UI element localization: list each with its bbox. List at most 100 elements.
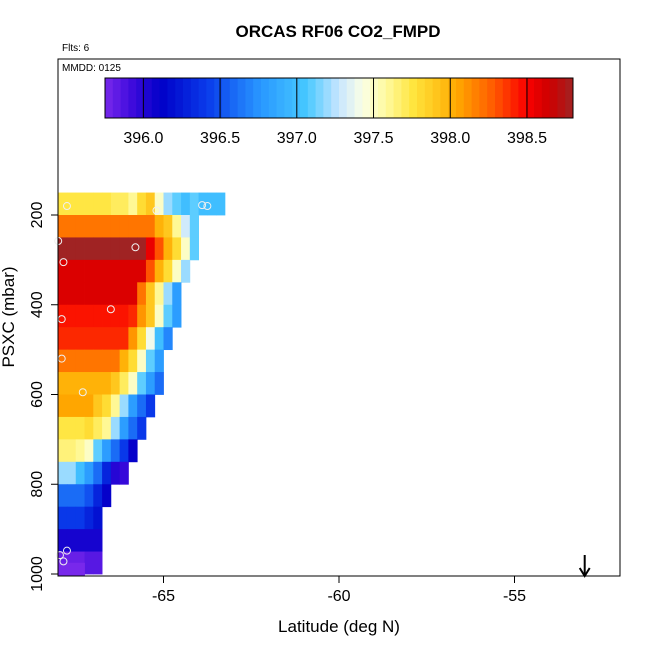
heatmap-cell	[172, 259, 182, 283]
colorbar-segment	[276, 78, 285, 118]
observation-point	[131, 243, 140, 252]
heatmap-cell	[75, 562, 85, 577]
colorbar-tick-label: 397.5	[353, 130, 393, 147]
heatmap-cell	[110, 237, 121, 261]
heatmap-cell	[93, 304, 103, 328]
colorbar-segment	[315, 78, 324, 118]
heatmap-cell	[84, 529, 94, 552]
heatmap-cell	[181, 237, 191, 261]
colorbar-segment	[214, 78, 223, 118]
heatmap-cell	[110, 192, 121, 216]
heatmap-cell	[102, 237, 112, 261]
heatmap-cell	[145, 192, 156, 216]
heatmap-cell	[119, 237, 129, 261]
heatmap-cell	[102, 192, 112, 216]
heatmap-cell	[145, 304, 156, 328]
heatmap-cell	[154, 192, 164, 216]
heatmap-cell	[145, 394, 156, 418]
heatmap-cell	[58, 237, 68, 261]
heatmap-cell	[75, 282, 85, 306]
heatmap-cell	[93, 192, 103, 216]
heatmap-cell	[172, 304, 182, 328]
heatmap-cell	[75, 439, 85, 463]
heatmap-cell	[102, 259, 112, 283]
heatmap-cell	[102, 282, 112, 306]
observation-point	[62, 202, 71, 211]
heatmap-cell	[163, 282, 173, 306]
heatmap-cell	[84, 215, 94, 238]
y-axis-label: PSXC (mbar)	[0, 266, 18, 367]
heatmap-cell	[172, 215, 182, 238]
heatmap-cell	[128, 394, 138, 418]
heatmap-cell	[119, 304, 129, 328]
y-tick-label: 1000	[29, 556, 46, 592]
colorbar-segment	[253, 78, 262, 118]
heatmap-cell	[154, 349, 164, 373]
heatmap-cell	[119, 394, 129, 418]
heatmap-cell	[84, 551, 94, 575]
heatmap-cell	[145, 215, 156, 238]
heatmap-cell	[181, 215, 191, 238]
heatmap-cell	[102, 372, 112, 395]
heatmap-cell	[58, 349, 68, 373]
heatmap-cell	[93, 551, 103, 575]
heatmap-cell	[119, 259, 129, 283]
arrow-head	[578, 567, 591, 578]
colorbar-segment	[502, 78, 512, 118]
heatmap-cell	[198, 192, 208, 216]
colorbar-segment	[300, 78, 309, 118]
observation-point	[198, 201, 207, 210]
observation-point	[55, 551, 64, 560]
heatmap-cell	[189, 215, 199, 238]
heatmap-cell	[145, 259, 156, 283]
heatmap-cell	[119, 372, 129, 395]
heatmap-cell	[216, 192, 226, 216]
colorbar-segment	[557, 78, 566, 118]
heatmap-cell	[84, 327, 94, 351]
heatmap-cell	[102, 215, 112, 238]
heatmap-cell	[84, 282, 94, 306]
heatmap-cell	[128, 304, 138, 328]
heatmap-cell	[66, 394, 77, 418]
colorbar-segment	[487, 78, 496, 118]
heatmap-cell	[93, 282, 103, 306]
heatmap-cell	[84, 506, 94, 530]
colorbar-segment	[370, 78, 379, 118]
heatmap-cell	[66, 304, 77, 328]
heatmap-cell	[145, 327, 156, 351]
heatmap-cell	[119, 215, 129, 238]
heatmap-cell	[181, 259, 191, 283]
heatmap-cell	[110, 304, 121, 328]
heatmap-cell	[75, 259, 85, 283]
colorbar-segment	[440, 78, 449, 118]
heatmap-cell	[93, 215, 103, 238]
heatmap-cell	[102, 416, 112, 440]
colorbar-segment	[120, 78, 129, 118]
colorbar-segment	[284, 78, 293, 118]
heatmap-cell	[84, 394, 94, 418]
y-tick-label: 800	[29, 471, 46, 498]
heatmap-cell	[75, 394, 85, 418]
y-tick-label: 400	[29, 291, 46, 318]
heatmap-cell	[110, 327, 121, 351]
heatmap-cell	[207, 192, 217, 216]
observation-point	[152, 206, 161, 215]
heatmap-cell	[58, 282, 68, 306]
heatmap-cell	[154, 215, 164, 238]
heatmap-cell	[84, 461, 94, 485]
heatmap-cell	[110, 394, 121, 418]
heatmap-cell	[84, 439, 94, 463]
colorbar-segment	[151, 78, 161, 118]
heatmap-cell	[84, 192, 94, 216]
heatmap-cell	[58, 394, 68, 418]
heatmap-cell	[75, 372, 85, 395]
heatmap-cell	[102, 439, 112, 463]
colorbar-segment	[424, 78, 434, 118]
heatmap-cell	[93, 439, 103, 463]
heatmap-cell	[110, 259, 121, 283]
heatmap-cell	[58, 461, 68, 485]
heatmap-cell	[84, 259, 94, 283]
heatmap-cell	[93, 259, 103, 283]
colorbar-ticks: 396.0 396.5 397.0 397.5 398.0 398.5	[123, 78, 547, 147]
